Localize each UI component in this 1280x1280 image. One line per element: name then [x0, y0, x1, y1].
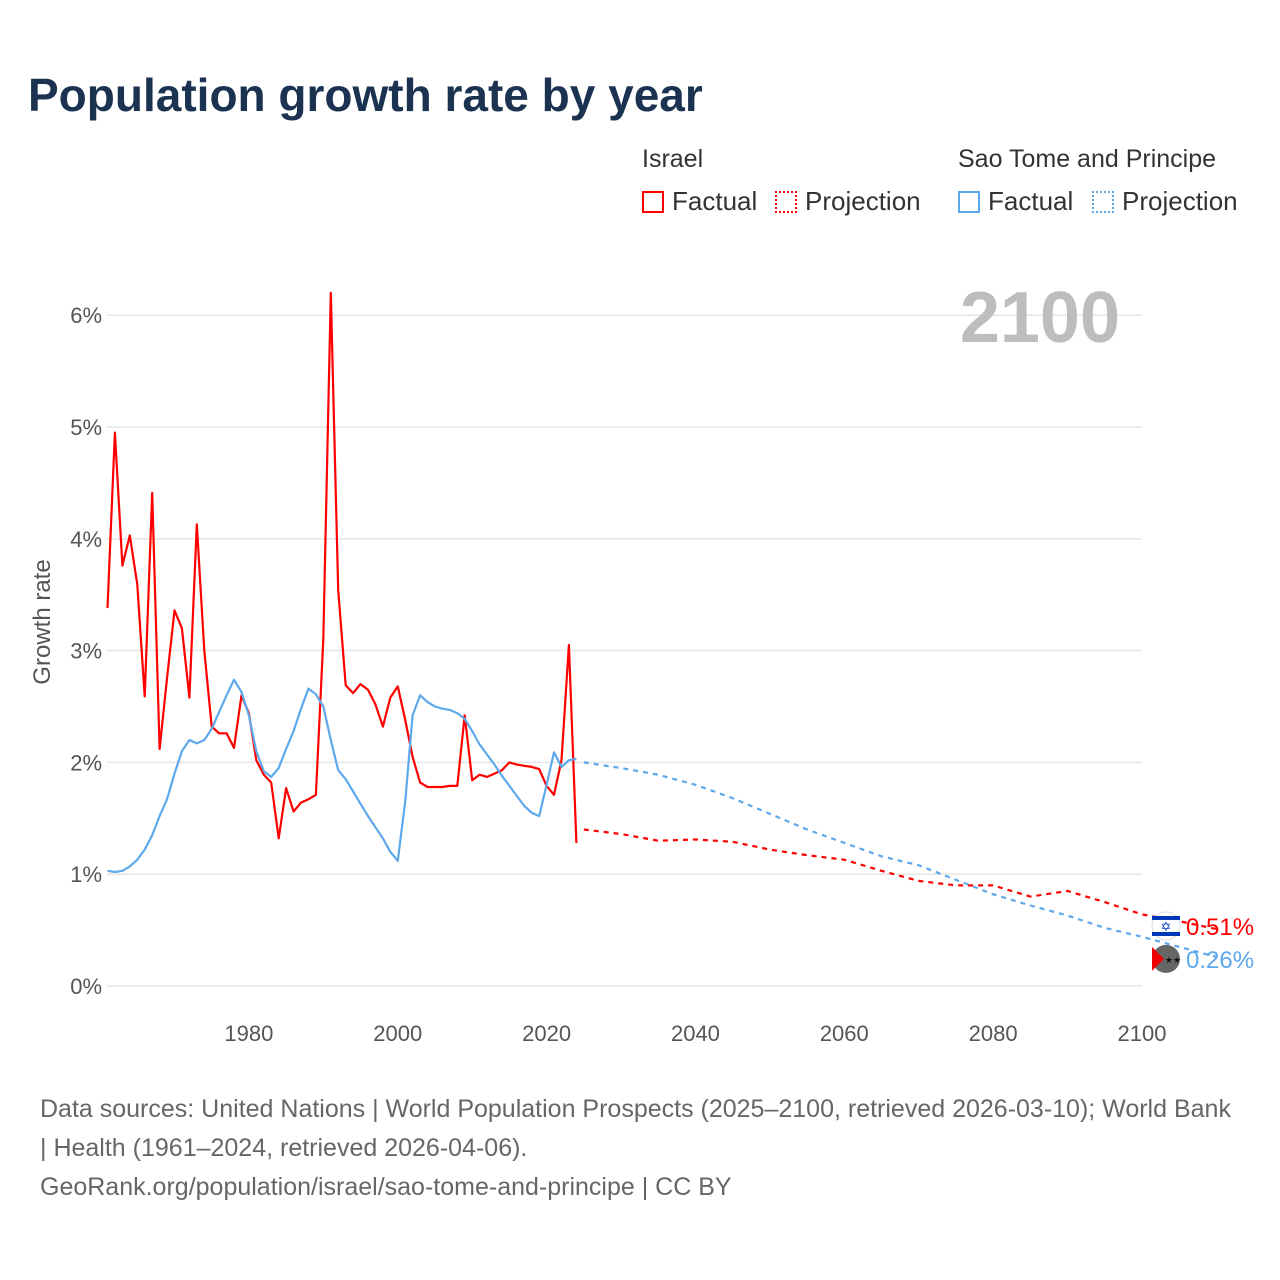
legend-label: Projection — [805, 186, 921, 216]
footer: Data sources: United Nations | World Pop… — [40, 1090, 1240, 1207]
year-label: 2100 — [960, 278, 1120, 358]
legend-group-israel: Israel — [642, 145, 704, 173]
sao-tome-factual-line — [107, 678, 577, 874]
legend-israel-projection[interactable]: Projection — [775, 186, 921, 217]
flag-triangle — [1152, 946, 1164, 971]
data-sources: Data sources: United Nations | World Pop… — [40, 1095, 1231, 1162]
israel-flag-icon: ✡ — [1151, 911, 1181, 941]
flag-stripe — [1152, 931, 1180, 936]
y-tick-label: 4% — [70, 527, 102, 552]
legend-swatch-solid — [958, 190, 980, 213]
x-tick-label: 2080 — [969, 1021, 1018, 1046]
source-link[interactable]: GeoRank.org/population/israel/sao-tome-a… — [40, 1173, 732, 1201]
flag-stars: ★★ — [1165, 955, 1181, 965]
x-tick-label: 2060 — [820, 1021, 869, 1046]
y-tick-label: 2% — [70, 750, 102, 775]
legend-swatch-dotted — [1092, 190, 1114, 213]
sao-tome-flag-icon: ★★ — [1152, 944, 1181, 973]
y-tick-label: 5% — [70, 415, 102, 440]
end-value-label: 0.26% — [1186, 947, 1254, 974]
y-tick-label: 1% — [70, 862, 102, 887]
line-chart: 0% 1% 2% 3% 4% 5% 6% 1980 2000 2020 2040 2060 2080 21… — [29, 278, 1254, 1046]
sao-tome-projection-line — [583, 761, 1217, 958]
x-tick-label: 2020 — [522, 1021, 571, 1046]
legend-swatch-solid — [642, 190, 664, 213]
israel-projection-line — [583, 828, 1217, 931]
flag-stripe — [1152, 915, 1180, 920]
legend-israel-factual[interactable]: Factual — [642, 186, 757, 217]
y-tick-label: 3% — [70, 639, 102, 664]
x-tick-label: 2000 — [373, 1021, 422, 1046]
star-of-david-icon: ✡ — [1161, 919, 1172, 934]
y-tick-label: 0% — [70, 974, 102, 999]
legend-label: Factual — [672, 186, 758, 216]
page-title: Population growth rate by year — [28, 69, 703, 121]
x-tick-label: 2040 — [671, 1021, 720, 1046]
x-tick-label: 2100 — [1118, 1021, 1167, 1046]
legend-label: Projection — [1122, 186, 1238, 216]
legend-swatch-dotted — [775, 190, 797, 213]
end-value-label: 0.51% — [1186, 914, 1254, 941]
y-tick-label: 6% — [70, 303, 102, 328]
flag-bg — [1152, 944, 1180, 973]
legend-stp-factual[interactable]: Factual — [958, 186, 1073, 217]
legend-stp-projection[interactable]: Projection — [1092, 186, 1238, 217]
x-tick-label: 1980 — [224, 1021, 273, 1046]
legend-label: Factual — [988, 186, 1074, 216]
legend-group-stp: Sao Tome and Principe — [958, 145, 1217, 173]
y-axis-label: Growth rate — [29, 559, 56, 684]
